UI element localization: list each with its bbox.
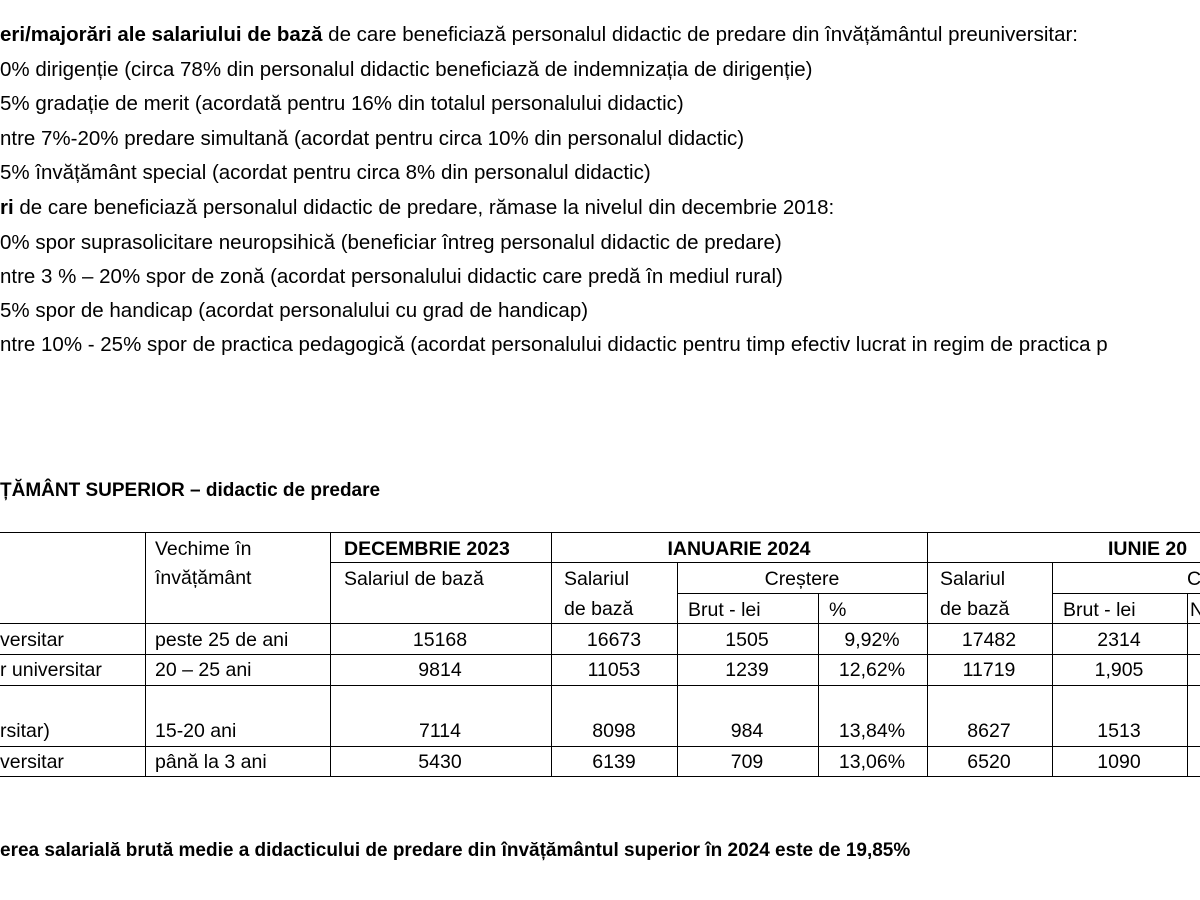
table-row-ian-salariu: 16673 [586,629,642,651]
spor-heading: ri de care beneficiază personalul didact… [0,195,834,221]
header-ian-2024: IANUARIE 2024 [667,538,811,560]
table-row-iun-salariu: 6520 [967,751,1011,773]
spor-item: 0% spor suprasolicitare neuropsihică (be… [0,231,782,254]
table-row-dec-salariu: 15168 [412,629,468,651]
bonus-item: ntre 7%-20% predare simultană (acordat p… [0,127,745,150]
spor-item: ntre 10% - 25% spor de practica pedagogi… [0,333,1108,356]
header-iun-percent: N [1190,599,1200,621]
table-row-vechime: 20 – 25 ani [155,659,252,681]
header-ian-salariul-line2: de bază [564,598,634,620]
bonus-item: 5% învățământ special (acordat pentru ci… [0,161,651,184]
bonus-item: 5% gradație de merit (acordată pentru 16… [0,92,684,115]
table-row-iun-brut: 2314 [1097,629,1141,651]
table-row-function: versitar [0,751,64,773]
table-row-function: versitar [0,629,64,651]
header-iun-2024: IUNIE 20 [1108,538,1188,560]
header-percent: % [829,599,847,621]
table-row-dec-salariu: 7114 [419,720,461,742]
header-iun-salariul-line2: de bază [940,598,1010,620]
header-vechime-line1: Vechime în [155,538,252,560]
conclusion-text: erea salarială brută medie a didacticulu… [0,840,911,861]
table-row-ian-pct: 12,62% [838,659,906,681]
table-row-function: rsitar) [0,720,50,742]
table-row-dec-salariu: 5430 [418,751,462,773]
spor-heading-rest: de care beneficiază personalul didactic … [13,196,835,219]
header-iun-salariul-line1: Salariul [940,568,1006,590]
table-row-ian-salariu: 8098 [592,720,636,742]
table-row-ian-brut: 984 [730,720,764,742]
table-row-ian-pct: 13,84% [838,720,906,742]
header-dec-salariul: Salariul de bază [344,568,484,590]
table-row-ian-brut: 1239 [725,659,769,681]
bonuses-heading-bold: eri/majorări ale salariului de bază [0,23,323,46]
table-row-iun-salariu: 17482 [961,629,1017,651]
header-brut-lei: Brut - lei [688,599,761,621]
table-row-ian-pct: 13,06% [838,751,906,773]
spor-item: ntre 3 % – 20% spor de zonă (acordat per… [0,265,783,288]
header-crestere: Creștere [764,568,840,590]
header-iun-crestere: C [1187,568,1200,590]
table-row-iun-salariu: 11719 [962,659,1016,681]
header-dec-2023: DECEMBRIE 2023 [344,538,510,560]
bonuses-heading-rest: de care beneficiază personalul didactic … [322,23,1078,46]
header-vechime-line2: învățământ [155,567,252,589]
table-row-iun-brut: 1090 [1097,751,1141,773]
bonuses-heading: eri/majorări ale salariului de bază de c… [0,22,1078,48]
table-row-ian-brut: 709 [730,751,764,773]
table-row-iun-salariu: 8627 [967,720,1011,742]
table-row-ian-salariu: 11053 [587,659,641,681]
table-row-function: r universitar [0,659,102,681]
table-row-vechime: peste 25 de ani [155,629,289,651]
bonus-item: 0% dirigenție (circa 78% din personalul … [0,58,813,81]
table-row-ian-brut: 1505 [725,629,769,651]
table-title: ȚĂMÂNT SUPERIOR – didactic de predare [0,480,381,501]
spor-item: 5% spor de handicap (acordat personalulu… [0,299,589,322]
table-row-ian-pct: 9,92% [844,629,900,651]
table-row-vechime: până la 3 ani [155,751,267,773]
table-row-iun-brut: 1513 [1097,720,1141,742]
header-ian-salariul-line1: Salariul [564,568,630,590]
table-row-vechime: 15-20 ani [155,720,237,742]
table-row-ian-salariu: 6139 [592,751,636,773]
spor-heading-bold: ri [0,196,14,219]
table-row-dec-salariu: 9814 [418,659,462,681]
table-row-iun-brut: 1,905 [1094,659,1144,681]
header-iun-brut-lei: Brut - lei [1063,599,1136,621]
